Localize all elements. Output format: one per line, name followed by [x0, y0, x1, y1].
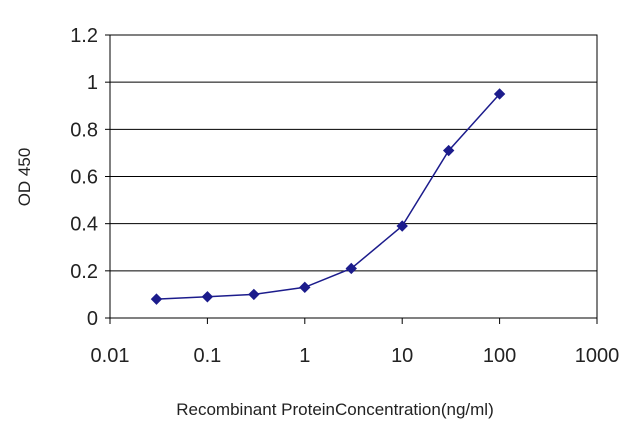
x-tick-label-3: 10: [391, 345, 413, 367]
data-point-0-5: [396, 220, 408, 232]
data-point-0-1: [201, 291, 214, 303]
y-tick-label-3: 0.6: [70, 167, 98, 189]
gridlines: [110, 34, 597, 272]
y-tick-label-4: 0.8: [70, 119, 98, 141]
y-tick-label-5: 1: [87, 72, 98, 94]
x-tick-label-5: 1000: [575, 345, 620, 367]
series-group: [150, 88, 506, 305]
x-tick-label-0: 0.01: [91, 345, 130, 367]
y-tick-label-2: 0.4: [70, 214, 98, 236]
x-axis-title: Recombinant ProteinConcentration(ng/ml): [176, 400, 494, 419]
x-tick-labels: 0.01 0.1 1 10 100 1000: [91, 345, 620, 367]
data-point-0-2: [248, 288, 260, 301]
y-tick-label-0: 0: [87, 308, 98, 330]
plot-area-border: [109, 34, 598, 319]
y-axis-title: OD 450: [15, 148, 34, 207]
axes: [105, 34, 598, 324]
y-tick-label-1: 0.2: [70, 261, 98, 283]
x-tick-label-4: 100: [483, 345, 516, 367]
x-tick-label-2: 1: [299, 345, 310, 367]
series-line-0: [156, 93, 501, 300]
data-point-0-3: [299, 281, 311, 294]
data-point-0-6: [442, 144, 455, 157]
data-point-0-4: [345, 262, 357, 275]
data-point-0-7: [493, 88, 506, 100]
data-point-0-0: [150, 293, 163, 305]
x-tick-label-1: 0.1: [193, 345, 221, 367]
y-tick-labels: 0 0.2 0.4 0.6 0.8 1 1.2: [70, 25, 98, 330]
y-tick-label-6: 1.2: [70, 25, 98, 47]
